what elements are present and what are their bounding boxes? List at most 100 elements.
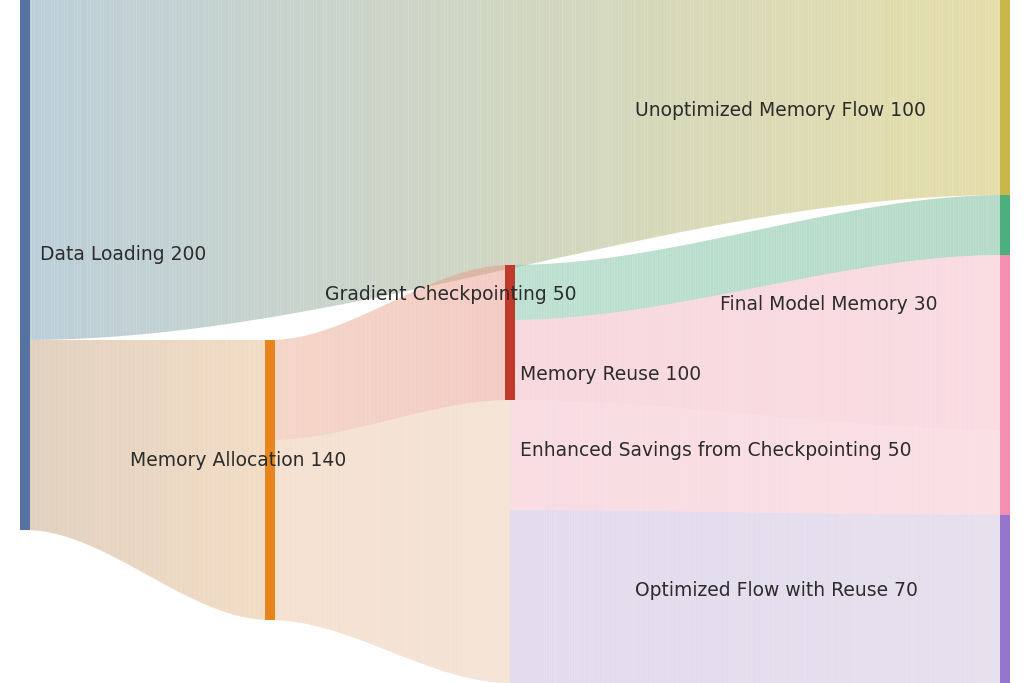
- Polygon shape: [578, 510, 580, 683]
- Polygon shape: [942, 515, 944, 683]
- Polygon shape: [594, 510, 596, 683]
- Polygon shape: [588, 402, 590, 510]
- Polygon shape: [719, 238, 720, 295]
- Polygon shape: [969, 196, 970, 256]
- Polygon shape: [510, 400, 512, 510]
- Polygon shape: [866, 424, 867, 514]
- Polygon shape: [529, 0, 534, 264]
- Polygon shape: [669, 304, 671, 408]
- Polygon shape: [977, 515, 979, 683]
- Polygon shape: [752, 512, 754, 683]
- Polygon shape: [980, 195, 982, 255]
- Polygon shape: [948, 515, 950, 683]
- Polygon shape: [778, 513, 780, 683]
- Polygon shape: [995, 0, 998, 195]
- Polygon shape: [969, 430, 970, 515]
- Polygon shape: [642, 308, 644, 406]
- Bar: [1000, 255, 1010, 430]
- Polygon shape: [585, 316, 586, 402]
- Polygon shape: [727, 236, 728, 294]
- Polygon shape: [528, 510, 529, 683]
- Polygon shape: [962, 515, 964, 683]
- Polygon shape: [555, 401, 556, 510]
- Polygon shape: [823, 216, 824, 275]
- Polygon shape: [641, 0, 644, 240]
- Polygon shape: [918, 428, 919, 514]
- Polygon shape: [601, 510, 603, 683]
- Polygon shape: [553, 318, 555, 401]
- Polygon shape: [35, 0, 38, 340]
- Polygon shape: [891, 264, 893, 426]
- Polygon shape: [625, 404, 626, 511]
- Polygon shape: [887, 0, 890, 201]
- Polygon shape: [593, 260, 594, 315]
- Polygon shape: [983, 255, 985, 430]
- Polygon shape: [78, 0, 81, 339]
- Polygon shape: [740, 234, 741, 291]
- Polygon shape: [676, 247, 677, 303]
- Polygon shape: [886, 205, 888, 264]
- Polygon shape: [780, 225, 781, 283]
- Polygon shape: [639, 253, 641, 309]
- Polygon shape: [674, 247, 676, 303]
- Polygon shape: [422, 0, 425, 288]
- Polygon shape: [520, 320, 521, 400]
- Polygon shape: [945, 257, 947, 429]
- Polygon shape: [870, 208, 872, 267]
- Polygon shape: [540, 510, 542, 683]
- Polygon shape: [593, 315, 594, 402]
- Polygon shape: [548, 319, 550, 400]
- Polygon shape: [763, 415, 765, 513]
- Polygon shape: [618, 0, 622, 245]
- Polygon shape: [621, 311, 623, 404]
- Polygon shape: [910, 514, 912, 683]
- Polygon shape: [1000, 255, 1001, 430]
- Polygon shape: [684, 512, 685, 683]
- Polygon shape: [987, 515, 988, 683]
- Polygon shape: [828, 0, 831, 208]
- Polygon shape: [940, 198, 942, 258]
- Polygon shape: [623, 404, 625, 511]
- Polygon shape: [689, 301, 690, 409]
- Polygon shape: [517, 0, 520, 267]
- Polygon shape: [856, 423, 858, 514]
- Polygon shape: [545, 264, 547, 319]
- Polygon shape: [803, 278, 805, 419]
- Polygon shape: [861, 424, 862, 514]
- Polygon shape: [909, 514, 910, 683]
- Polygon shape: [684, 245, 685, 302]
- Polygon shape: [988, 195, 990, 255]
- Polygon shape: [664, 249, 666, 305]
- Polygon shape: [843, 271, 845, 423]
- Polygon shape: [854, 514, 856, 683]
- Polygon shape: [740, 512, 741, 683]
- Polygon shape: [964, 515, 966, 683]
- Polygon shape: [389, 0, 392, 295]
- Polygon shape: [856, 269, 858, 423]
- Polygon shape: [859, 209, 861, 268]
- Polygon shape: [598, 314, 599, 402]
- Polygon shape: [837, 514, 838, 683]
- Polygon shape: [843, 212, 845, 271]
- Polygon shape: [829, 514, 831, 683]
- Polygon shape: [566, 318, 568, 401]
- Polygon shape: [583, 261, 585, 316]
- Polygon shape: [569, 510, 571, 683]
- Polygon shape: [869, 514, 870, 683]
- Bar: [1000, 195, 1010, 255]
- Polygon shape: [513, 510, 515, 683]
- Polygon shape: [819, 421, 821, 514]
- Polygon shape: [531, 264, 534, 320]
- Polygon shape: [886, 426, 888, 514]
- Polygon shape: [659, 305, 660, 406]
- Polygon shape: [703, 410, 706, 512]
- Polygon shape: [635, 0, 638, 242]
- Polygon shape: [982, 0, 985, 195]
- Polygon shape: [520, 0, 523, 266]
- Polygon shape: [97, 0, 100, 338]
- Polygon shape: [884, 264, 886, 426]
- Polygon shape: [818, 275, 819, 421]
- Polygon shape: [697, 0, 700, 229]
- Polygon shape: [977, 255, 979, 430]
- Polygon shape: [946, 0, 949, 197]
